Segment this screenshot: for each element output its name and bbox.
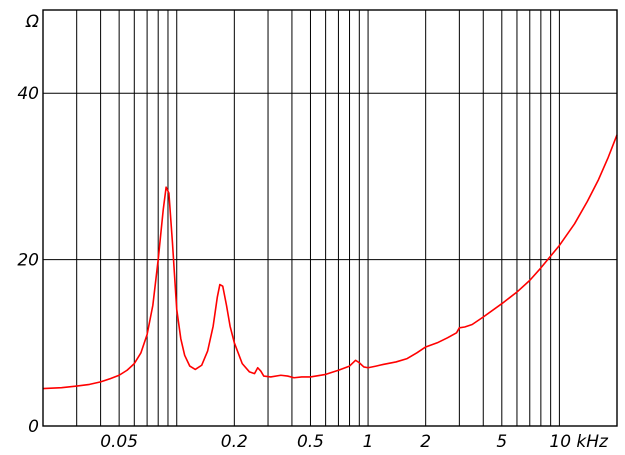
impedance-curve-layer (42, 134, 618, 390)
y-tick-label: 20 (17, 251, 39, 271)
grid (43, 10, 617, 426)
y-unit-label: Ω (25, 12, 39, 32)
plot-frame (42, 9, 618, 427)
x-tick-label: 1 (363, 432, 374, 452)
x-tick-label: 10 kHz (549, 432, 609, 452)
x-tick-label: 0.5 (297, 432, 324, 452)
x-tick-label: 0.2 (221, 432, 248, 452)
y-tick-label: 40 (17, 84, 39, 104)
y-tick-label: 0 (28, 417, 39, 437)
x-tick-label: 0.05 (100, 432, 138, 452)
x-tick-label: 2 (420, 432, 431, 452)
x-tick-label: 5 (496, 432, 507, 452)
impedance-series-line (42, 134, 618, 390)
tick-labels: 0.05 0.2 0.5 1 2 5 10 kHz 0 20 40 Ω (17, 12, 609, 452)
